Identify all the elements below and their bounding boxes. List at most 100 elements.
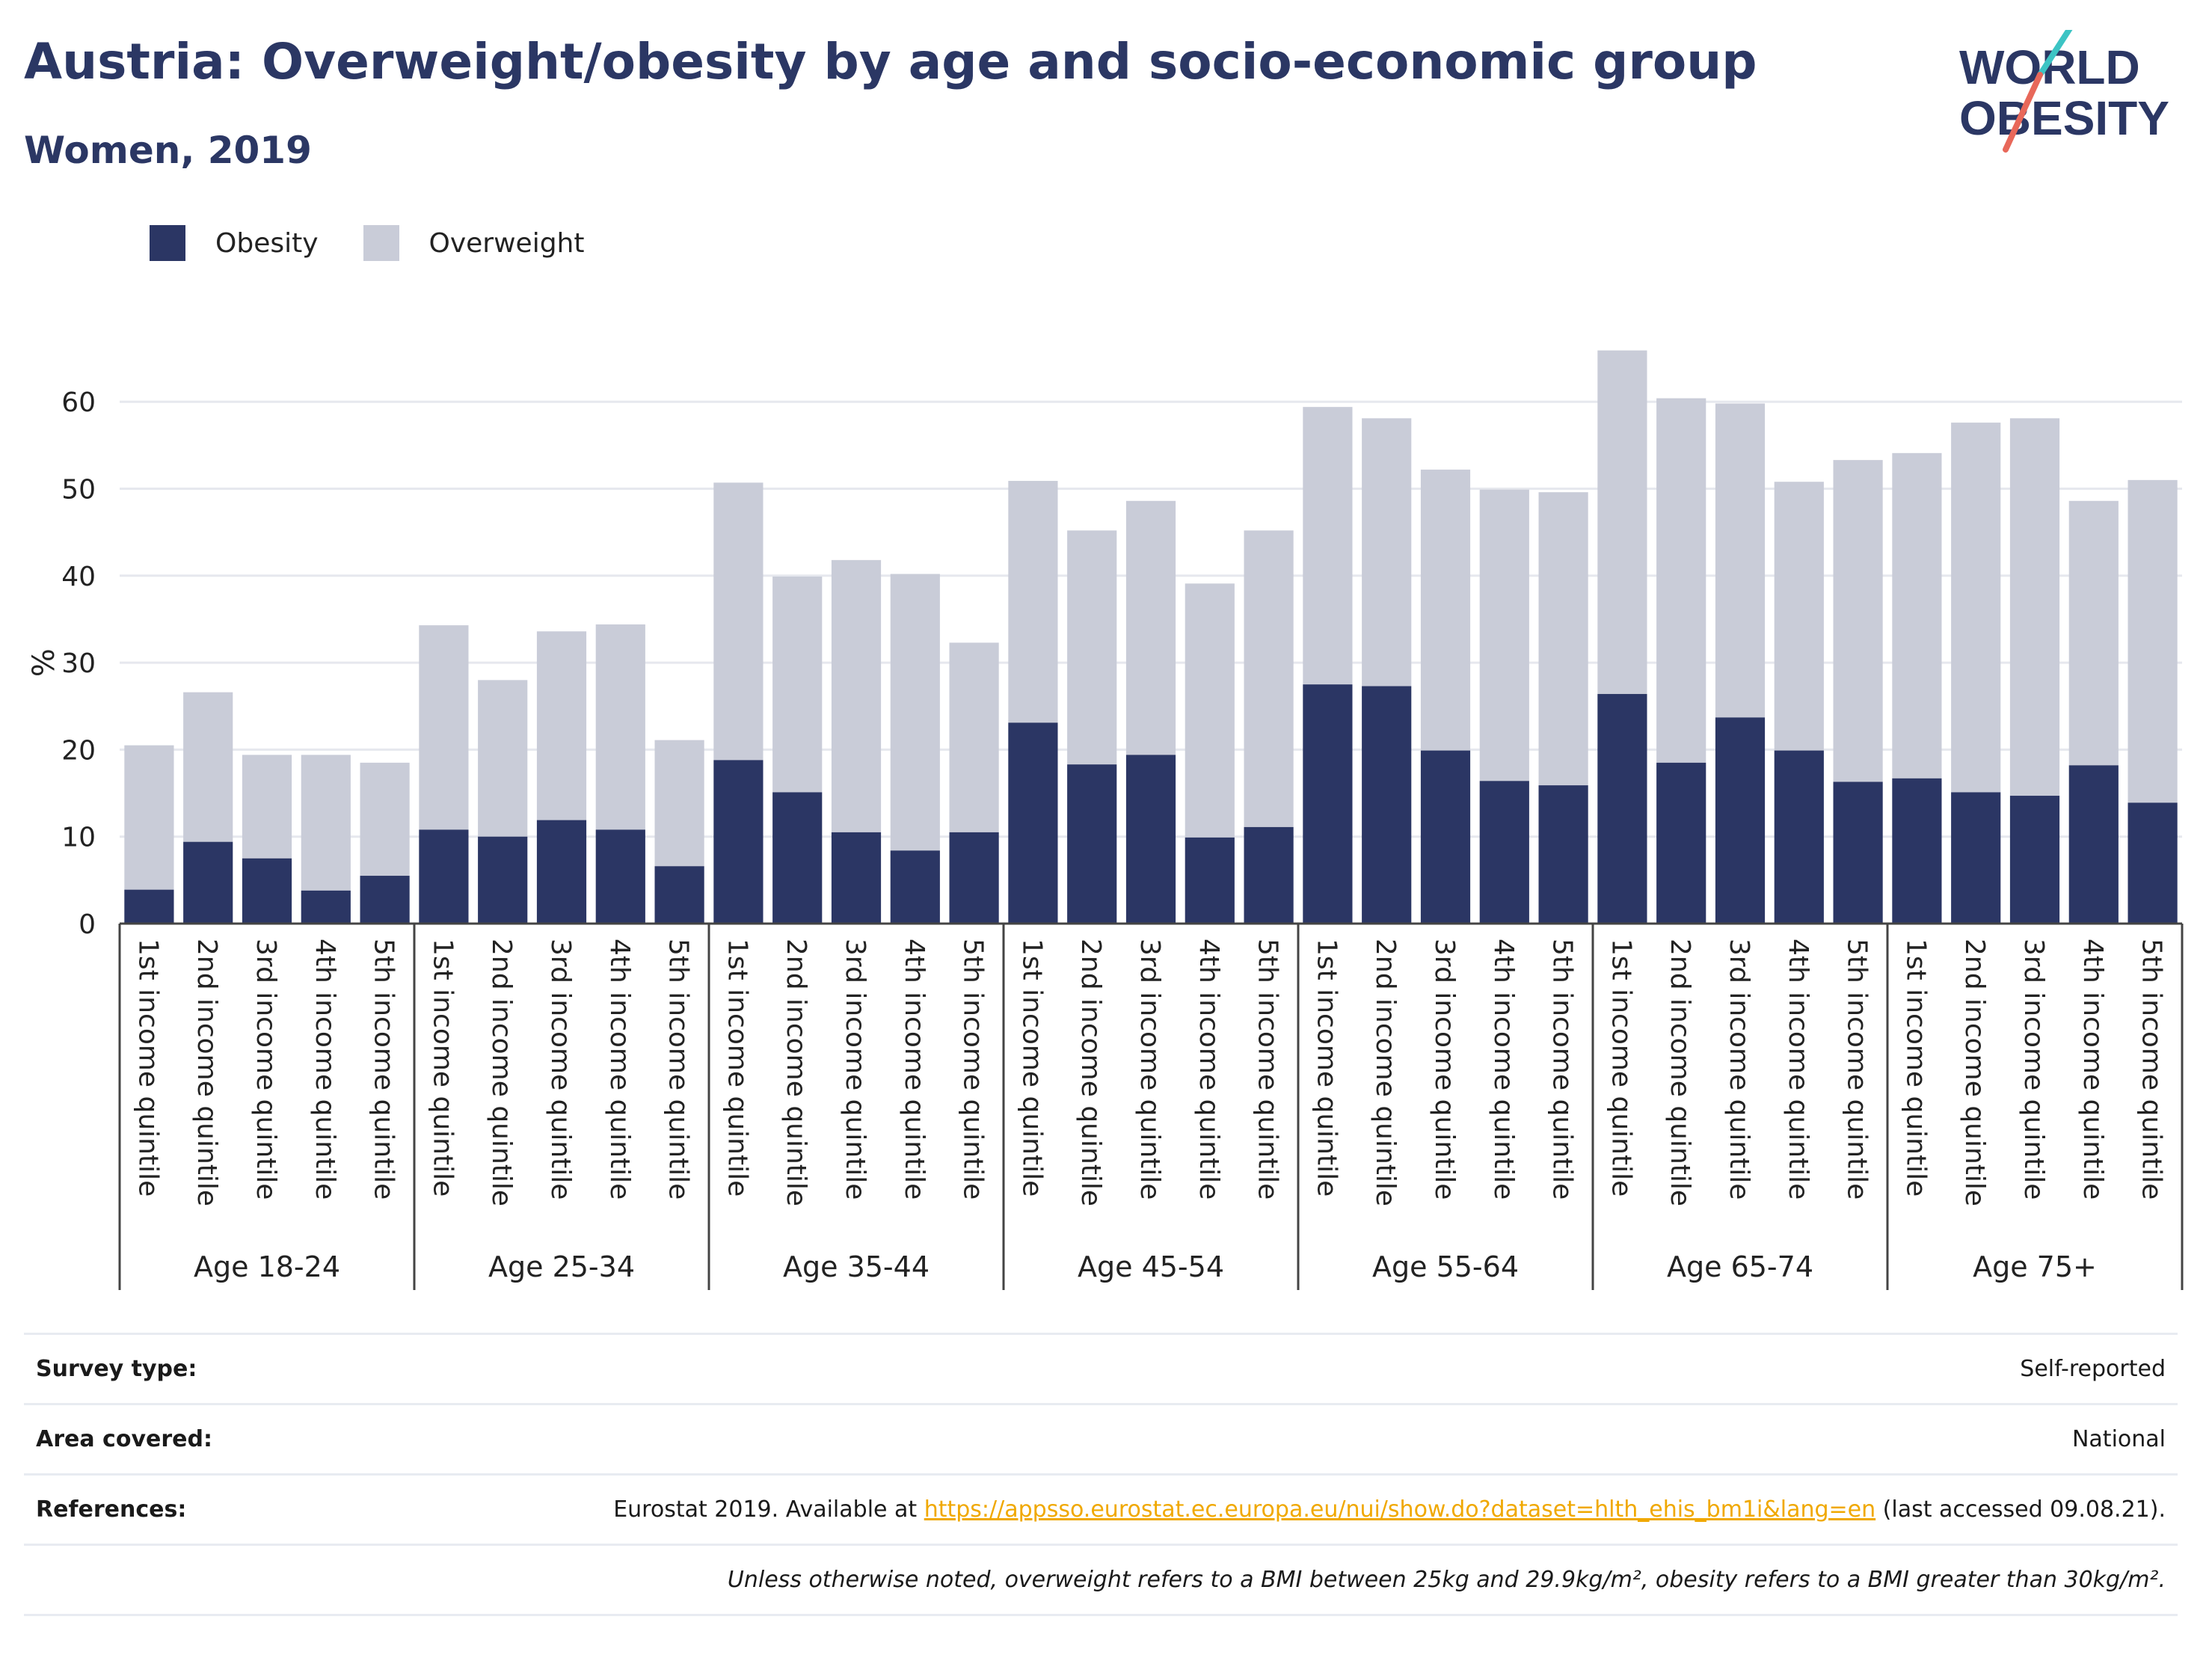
bar-obesity bbox=[1892, 778, 1942, 924]
footer-row-references: References: Eurostat 2019. Available at … bbox=[24, 1473, 2178, 1544]
bar-overweight bbox=[1597, 350, 1647, 694]
chart-subtitle: Women, 2019 bbox=[24, 129, 312, 172]
y-tick-label: 40 bbox=[61, 562, 96, 592]
bar-obesity bbox=[1008, 722, 1058, 924]
bar-overweight bbox=[1244, 530, 1294, 827]
references-prefix: Eurostat 2019. Available at bbox=[613, 1496, 924, 1523]
group-label: Age 18-24 bbox=[194, 1250, 340, 1283]
y-tick-label: 20 bbox=[61, 735, 96, 766]
bar-obesity bbox=[1420, 750, 1471, 924]
x-tick-label: 3rd income quintile bbox=[2018, 939, 2049, 1200]
legend-label-overweight: Overweight bbox=[428, 227, 585, 259]
bar-obesity bbox=[536, 820, 587, 924]
bar-overweight bbox=[772, 576, 823, 793]
bar-obesity bbox=[772, 792, 823, 924]
legend-item-overweight[interactable]: Overweight bbox=[363, 225, 585, 261]
bar-overweight bbox=[713, 482, 764, 761]
x-tick-label: 1st income quintile bbox=[722, 939, 752, 1197]
logo-slash-teal bbox=[2037, 30, 2073, 78]
bar-obesity bbox=[1597, 693, 1647, 924]
y-tick-label: 10 bbox=[61, 823, 96, 853]
logo-text-world: WORLD bbox=[1959, 40, 2140, 94]
bar-obesity bbox=[1244, 826, 1294, 924]
bar-overweight bbox=[595, 624, 645, 830]
bar-overweight bbox=[2068, 500, 2119, 766]
bar-obesity bbox=[1125, 755, 1176, 924]
x-tick-label: 1st income quintile bbox=[427, 939, 458, 1197]
x-tick-label: 4th income quintile bbox=[2077, 939, 2108, 1200]
group-label: Age 45-54 bbox=[1078, 1250, 1224, 1283]
bar-obesity bbox=[2127, 802, 2178, 924]
bar-obesity bbox=[1951, 792, 2001, 924]
bar-overweight bbox=[949, 642, 999, 832]
bar-obesity bbox=[1185, 837, 1235, 924]
references-suffix: (last accessed 09.08.21). bbox=[1875, 1496, 2166, 1523]
bar-overweight bbox=[124, 745, 174, 890]
bar-obesity bbox=[595, 829, 645, 924]
bar-overweight bbox=[183, 692, 233, 842]
bar-obesity bbox=[654, 866, 704, 924]
bar-overweight bbox=[242, 755, 292, 859]
bar-overweight bbox=[1951, 423, 2001, 793]
bar-obesity bbox=[1067, 764, 1117, 924]
x-tick-label: 5th income quintile bbox=[1842, 939, 1872, 1200]
bar-overweight bbox=[1656, 398, 1706, 763]
x-tick-label: 2nd income quintile bbox=[1665, 939, 1695, 1206]
bar-obesity bbox=[1715, 717, 1766, 924]
bar-overweight bbox=[2009, 418, 2060, 796]
bar-overweight bbox=[1008, 481, 1058, 723]
bar-obesity bbox=[419, 829, 469, 924]
y-tick-label: 60 bbox=[61, 387, 96, 418]
bar-overweight bbox=[536, 631, 587, 820]
legend-swatch-overweight bbox=[363, 225, 399, 261]
bar-obesity bbox=[1833, 782, 1883, 924]
bar-overweight bbox=[1715, 403, 1766, 718]
area-covered-value: National bbox=[2071, 1426, 2166, 1452]
survey-type-label: Survey type: bbox=[36, 1356, 197, 1382]
x-tick-label: 5th income quintile bbox=[663, 939, 694, 1200]
bar-overweight bbox=[301, 755, 351, 891]
bar-obesity bbox=[2068, 765, 2119, 924]
x-tick-label: 4th income quintile bbox=[1488, 939, 1519, 1200]
bar-overweight bbox=[831, 559, 882, 832]
x-tick-label: 3rd income quintile bbox=[840, 939, 870, 1200]
bar-obesity bbox=[478, 836, 528, 924]
legend-item-obesity[interactable]: Obesity bbox=[150, 225, 319, 261]
x-tick-label: 5th income quintile bbox=[2136, 939, 2167, 1200]
bar-overweight bbox=[1833, 460, 1883, 782]
legend-swatch-obesity bbox=[150, 225, 185, 261]
references-link[interactable]: https://appsso.eurostat.ec.europa.eu/nui… bbox=[924, 1496, 1876, 1523]
x-tick-label: 2nd income quintile bbox=[1370, 939, 1401, 1206]
y-axis-label: % bbox=[27, 648, 61, 677]
y-tick-label: 0 bbox=[79, 909, 96, 940]
bar-obesity bbox=[1362, 686, 1412, 924]
footer-row-survey-type: Survey type: Self-reported bbox=[24, 1333, 2178, 1403]
bar-overweight bbox=[1067, 530, 1117, 765]
bar-overweight bbox=[419, 625, 469, 830]
bar-obesity bbox=[360, 876, 410, 924]
group-label: Age 25-34 bbox=[488, 1250, 635, 1283]
references-value: Eurostat 2019. Available at https://apps… bbox=[613, 1496, 2166, 1523]
bar-obesity bbox=[1479, 781, 1529, 924]
x-tick-label: 3rd income quintile bbox=[1724, 939, 1754, 1200]
bar-overweight bbox=[890, 574, 940, 851]
x-tick-label: 1st income quintile bbox=[1606, 939, 1636, 1197]
x-tick-label: 1st income quintile bbox=[1311, 939, 1342, 1197]
x-tick-label: 3rd income quintile bbox=[545, 939, 576, 1200]
bar-overweight bbox=[1420, 469, 1471, 751]
references-label: References: bbox=[36, 1496, 187, 1523]
group-label: Age 65-74 bbox=[1667, 1250, 1813, 1283]
footer-row-area: Area covered: National bbox=[24, 1403, 2178, 1473]
x-tick-label: 5th income quintile bbox=[369, 939, 399, 1200]
bar-obesity bbox=[1538, 785, 1588, 924]
group-label: Age 75+ bbox=[1973, 1250, 2097, 1283]
bar-obesity bbox=[2009, 796, 2060, 924]
bar-obesity bbox=[1774, 750, 1824, 924]
bar-overweight bbox=[1185, 583, 1235, 838]
y-tick-label: 50 bbox=[61, 475, 96, 506]
bar-obesity bbox=[1656, 762, 1706, 924]
bar-obesity bbox=[124, 889, 174, 924]
x-tick-label: 5th income quintile bbox=[1253, 939, 1283, 1200]
group-label: Age 55-64 bbox=[1372, 1250, 1519, 1283]
chart-title: Austria: Overweight/obesity by age and s… bbox=[24, 33, 1757, 90]
